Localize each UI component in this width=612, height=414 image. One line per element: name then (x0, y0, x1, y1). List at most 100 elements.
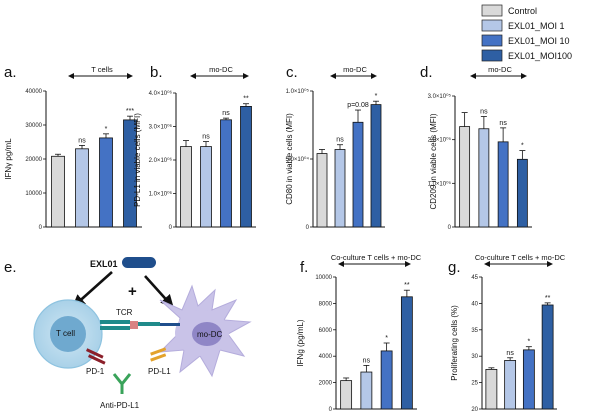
bar (370, 104, 382, 228)
arrowhead-left (330, 73, 336, 79)
significance-label: ns (363, 357, 371, 364)
significance-label: ns (78, 137, 86, 144)
significance-label: ** (404, 282, 410, 289)
bar (180, 146, 192, 228)
chart-title: T cells (91, 65, 113, 74)
pdl1-label: PD-L1 (148, 367, 171, 376)
arrowhead-left (338, 261, 344, 267)
significance-label: *** (126, 108, 134, 115)
significance-label: * (385, 335, 388, 342)
y-tick-label: 2000 (319, 381, 333, 387)
bar (497, 141, 509, 228)
y-tick-label: 2.0×10⁰⁵ (428, 137, 452, 144)
legend-label: Control (508, 6, 537, 16)
panel-letter: b. (150, 64, 163, 81)
exl01-label: EXL01 (90, 259, 118, 269)
significance-label: * (528, 339, 531, 346)
bar (400, 296, 413, 410)
tcr-label: TCR (116, 308, 133, 317)
bar (200, 146, 212, 228)
significance-label: ns (506, 350, 514, 357)
y-tick-label: 30 (471, 354, 478, 360)
y-tick-label: 3.0×10⁰⁶ (149, 124, 173, 131)
legend-swatch (481, 34, 503, 47)
significance-label: * (521, 143, 524, 150)
modc-nucleus-icon (192, 322, 222, 346)
legend-item-moi100: EXL01_MOI100 (481, 49, 572, 62)
y-tick-label: 1.0×10⁰⁶ (149, 191, 173, 198)
significance-label: ns (336, 137, 344, 144)
tcr-icon (100, 320, 130, 324)
y-tick-label: 8000 (319, 301, 333, 307)
y-tick-label: 40000 (25, 89, 42, 95)
bar (99, 137, 113, 228)
bacterium-icon (122, 257, 156, 268)
legend: Control EXL01_MOI 1 EXL01_MOI 10 EXL01_M… (481, 4, 572, 62)
legend-label: EXL01_MOI 1 (508, 21, 565, 31)
y-tick-label: 0 (169, 225, 173, 231)
y-axis-label: PD-L1 in viable cells (MFI) (133, 113, 142, 207)
y-tick-label: 35 (471, 328, 478, 334)
panel-letter: f. (300, 259, 308, 276)
plus-sign: + (128, 283, 137, 300)
bar (459, 126, 471, 228)
legend-swatch (481, 19, 503, 32)
y-tick-label: 0 (329, 407, 333, 413)
chart-panel-a: a. T cells 0 10000 20000 30000 40000 IFNγ pg/mL… (4, 64, 142, 231)
arrowhead-left (190, 73, 196, 79)
bar (340, 380, 353, 410)
bar (504, 360, 517, 410)
arrow-to-tcell (72, 271, 113, 308)
y-tick-label: 2.0×10⁰⁶ (149, 157, 173, 164)
chart-panel-c: c. mo-DC 0 5.0×10⁰⁴ 1.0×10⁰⁵ CD80 in viable c… (285, 64, 385, 231)
significance-label: ** (545, 295, 551, 302)
bar (380, 350, 393, 410)
bar (240, 106, 252, 228)
panel-letter: g. (448, 259, 461, 276)
pd1-icon (85, 348, 104, 359)
panel-letter: e. (4, 259, 17, 276)
y-tick-label: 3.0×10⁰⁵ (428, 93, 452, 100)
chart-title: mo-DC (209, 65, 233, 74)
bar (334, 149, 346, 228)
legend-item-moi1: EXL01_MOI 1 (481, 19, 565, 32)
panel-letter: d. (420, 64, 433, 81)
significance-label: * (105, 126, 108, 133)
significance-label: ns (499, 120, 507, 127)
legend-swatch (481, 49, 503, 62)
y-tick-label: 20 (471, 407, 478, 413)
arrowhead-left (470, 73, 476, 79)
y-tick-label: 5.0×10⁰⁴ (285, 156, 309, 163)
y-tick-label: 1.0×10⁰⁵ (286, 88, 310, 95)
y-axis-label: IFNg (pg/mL) (296, 319, 305, 366)
significance-label: * (375, 93, 378, 100)
pd1-label: PD-1 (86, 367, 105, 376)
panel-letter: a. (4, 64, 17, 81)
chart-title: Co-culture T cells + mo-DC (475, 253, 566, 262)
bar (485, 368, 498, 410)
modc-label: mo-DC (197, 330, 223, 339)
significance-label: ns (480, 109, 488, 116)
y-tick-label: 20000 (25, 157, 42, 163)
tcell-label: T cell (56, 329, 75, 338)
y-axis-label: CD80 in viable cells (MFI) (285, 113, 294, 205)
y-tick-label: 30000 (25, 123, 42, 129)
y-tick-label: 25 (471, 381, 478, 387)
y-tick-label: 4.0×10⁰⁶ (149, 90, 173, 97)
legend-label: EXL01_MOI 10 (508, 36, 570, 46)
y-axis-label: CD209 in viable cells (MFI) (429, 113, 438, 209)
y-tick-label: 1.0×10⁰⁵ (428, 180, 452, 187)
significance-label: ** (243, 96, 249, 103)
chart-panel-f: f. Co-culture T cells + mo-DC 0 2000 4000 600… (296, 253, 422, 413)
bar (51, 155, 65, 228)
legend-item-moi10: EXL01_MOI 10 (481, 34, 570, 47)
bar (316, 153, 328, 228)
bar (516, 158, 528, 228)
bar (75, 148, 89, 228)
chart-title: mo-DC (488, 65, 512, 74)
significance-label: ns (222, 110, 230, 117)
arrow-to-modc (144, 275, 174, 308)
y-tick-label: 0 (448, 225, 452, 231)
y-tick-label: 6000 (319, 328, 333, 334)
y-tick-label: 0 (39, 225, 43, 231)
